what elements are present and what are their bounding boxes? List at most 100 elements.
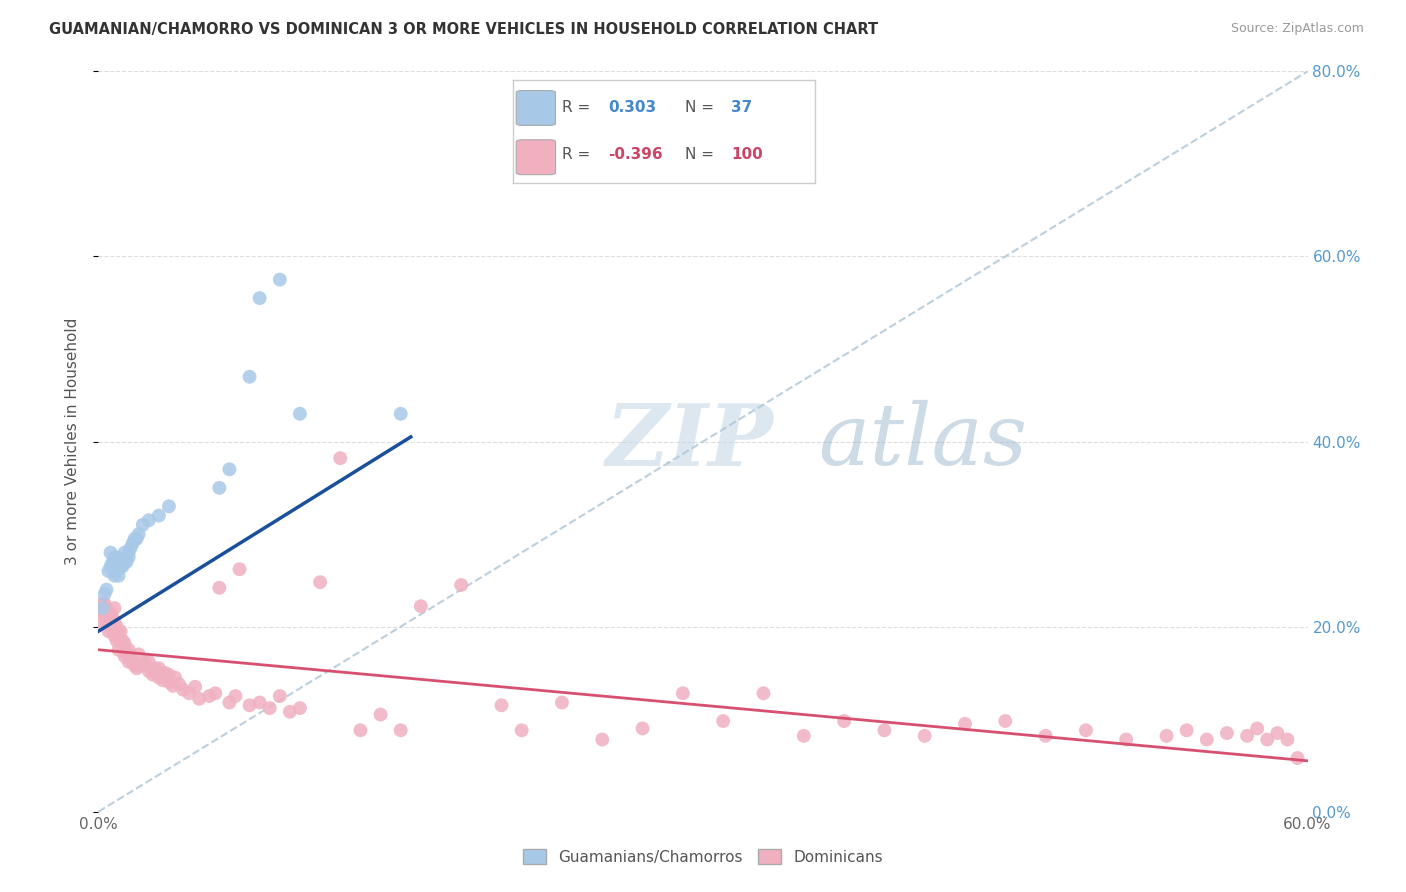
Point	[105, 619, 128, 633]
Point	[91, 606, 114, 620]
Point	[269, 689, 291, 703]
Point	[278, 705, 301, 719]
Point	[167, 677, 190, 691]
Point	[93, 587, 115, 601]
Point	[101, 610, 124, 624]
Point	[873, 723, 896, 738]
Point	[1267, 726, 1289, 740]
Point	[450, 578, 472, 592]
Point	[107, 568, 129, 582]
Point	[631, 722, 654, 736]
Point	[1277, 732, 1299, 747]
Point	[224, 689, 246, 703]
Point	[115, 646, 138, 660]
Text: ZIP: ZIP	[606, 400, 775, 483]
FancyBboxPatch shape	[516, 91, 555, 126]
Point	[97, 606, 120, 620]
Point	[96, 615, 118, 629]
Point	[89, 615, 111, 629]
Point	[118, 642, 141, 657]
Point	[101, 624, 124, 639]
Point	[138, 655, 160, 669]
Point	[118, 545, 141, 560]
Point	[93, 606, 115, 620]
Point	[152, 673, 174, 688]
Point	[110, 555, 132, 569]
Point	[153, 665, 176, 680]
Point	[97, 564, 120, 578]
Point	[491, 698, 513, 713]
Point	[208, 581, 231, 595]
Point	[188, 691, 211, 706]
Point	[105, 564, 128, 578]
Point	[184, 680, 207, 694]
Point	[100, 619, 122, 633]
Point	[110, 559, 132, 574]
Point	[115, 555, 138, 569]
Text: 37: 37	[731, 101, 752, 115]
Point	[148, 661, 170, 675]
Point	[1074, 723, 1097, 738]
Point	[101, 555, 124, 569]
Text: atlas: atlas	[818, 401, 1026, 483]
Point	[389, 407, 412, 421]
Point	[1216, 726, 1239, 740]
Point	[1195, 732, 1218, 747]
Point	[124, 658, 146, 673]
Point	[1156, 729, 1178, 743]
Point	[121, 655, 143, 669]
Point	[288, 701, 311, 715]
Point	[96, 601, 118, 615]
Point	[239, 369, 262, 384]
Text: 100: 100	[731, 146, 762, 161]
Point	[105, 633, 128, 648]
Point	[389, 723, 412, 738]
Point	[162, 679, 184, 693]
Point	[143, 661, 166, 675]
Point	[107, 624, 129, 639]
Point	[179, 686, 201, 700]
Point	[994, 714, 1017, 728]
Point	[1175, 723, 1198, 738]
Point	[138, 513, 160, 527]
Point	[134, 655, 156, 669]
Point	[120, 541, 142, 555]
Point	[551, 696, 574, 710]
Point	[228, 562, 250, 576]
Point	[118, 655, 141, 669]
Point	[128, 648, 150, 662]
Point	[103, 550, 125, 565]
Point	[204, 686, 226, 700]
Point	[110, 633, 132, 648]
Point	[100, 559, 122, 574]
Point	[107, 642, 129, 657]
Point	[132, 517, 155, 532]
Point	[91, 601, 114, 615]
Point	[97, 624, 120, 639]
Point	[100, 606, 122, 620]
Point	[103, 568, 125, 582]
Point	[218, 462, 240, 476]
Text: R =: R =	[561, 101, 595, 115]
Point	[125, 532, 148, 546]
Text: -0.396: -0.396	[609, 146, 664, 161]
Point	[96, 582, 118, 597]
FancyBboxPatch shape	[516, 140, 555, 175]
Point	[249, 291, 271, 305]
Point	[105, 550, 128, 565]
Point	[157, 500, 180, 514]
Point	[198, 689, 221, 703]
Point	[288, 407, 311, 421]
Point	[103, 629, 125, 643]
Point	[148, 671, 170, 685]
Point	[591, 732, 613, 747]
Point	[309, 575, 332, 590]
Point	[208, 481, 231, 495]
Text: Source: ZipAtlas.com: Source: ZipAtlas.com	[1230, 22, 1364, 36]
Point	[91, 597, 114, 611]
Point	[1115, 732, 1137, 747]
Point	[93, 597, 115, 611]
Point	[249, 696, 271, 710]
Point	[142, 667, 165, 681]
Point	[239, 698, 262, 713]
